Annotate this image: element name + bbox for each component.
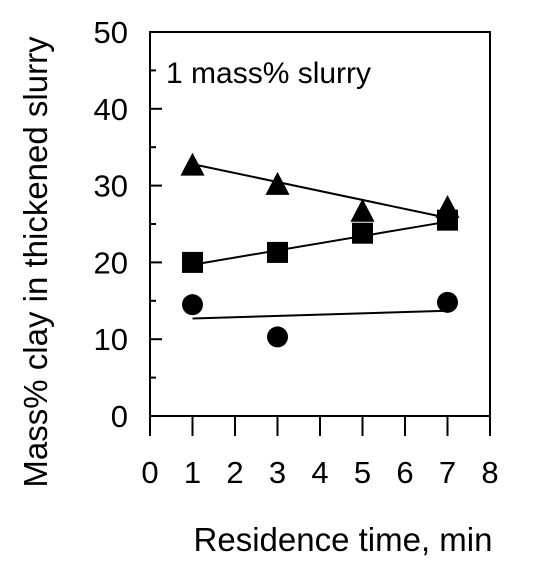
y-tick-label: 0 [111,399,128,434]
triangle-trend-line [192,163,448,219]
square-point [267,241,288,263]
circle-trend-line [192,309,448,320]
x-tick-label: 5 [354,455,371,490]
data-markers [180,152,460,348]
triangle-point [180,152,205,176]
chart-annotation: 1 mass% slurry [166,57,371,90]
circle-point [267,326,288,348]
y-tick-label: 40 [94,92,128,127]
trend-lines [192,163,448,320]
square-point [352,222,373,244]
circle-point [182,294,203,316]
x-tick-label: 6 [396,455,413,490]
circle-point [437,291,458,313]
y-tick-label: 20 [94,245,128,280]
triangle-point [265,171,290,195]
y-axis-title: Mass% clay in thickened slurry [17,36,54,488]
y-tick-label: 30 [94,169,128,204]
y-tick-label: 10 [94,322,128,357]
triangle-point [350,198,375,222]
square-point [182,251,203,273]
y-tick-label: 50 [94,15,128,50]
x-tick-label: 3 [269,455,286,490]
x-tick-label: 8 [481,455,498,490]
square-point [437,209,458,231]
square-trend-line [192,220,448,266]
x-axis-title: Residence time, min [194,521,493,558]
x-tick-label: 0 [141,455,158,490]
x-tick-label: 7 [439,455,456,490]
x-tick-label: 2 [226,455,243,490]
x-tick-label: 1 [184,455,201,490]
x-tick-label: 4 [311,455,328,490]
axis-ticks [149,31,491,436]
